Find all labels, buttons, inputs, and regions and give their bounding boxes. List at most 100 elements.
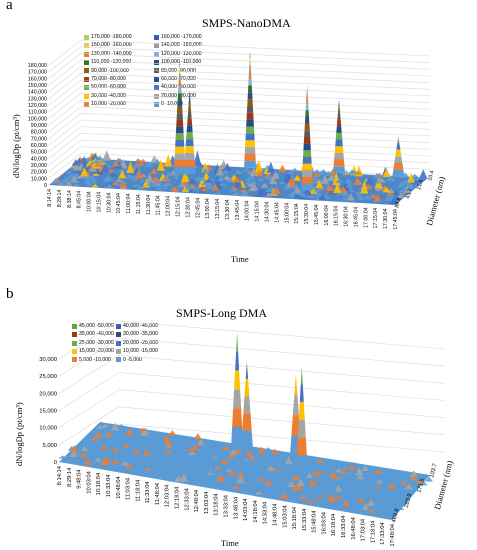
surface-streak [234,448,243,453]
gridline [58,372,446,411]
surface-streak [119,180,128,188]
legend-item: 100,000 -110,000 [154,58,224,66]
surface-streak [419,169,428,179]
surface-streak [162,434,171,442]
surface-streak [198,455,207,460]
gridline [58,389,446,428]
surface-streak [405,483,414,490]
surface-streak [203,483,212,488]
x-tick-label: 14:18:04 [253,499,259,522]
surface-streak [406,183,415,187]
surface-streak [270,472,279,478]
surface-streak [377,177,386,183]
x-tick-label: 15:33:04 [302,508,308,531]
surface-streak [160,458,169,462]
surface-streak [335,177,344,184]
surface-streak [388,480,397,485]
surface-streak [295,483,304,491]
surface-streak [257,477,266,481]
x-tick-label: 12:03:04 [165,484,171,507]
surface-streak [51,178,60,184]
x-tick-label: 8:38:14 [67,190,73,208]
surface-streak [171,186,180,192]
y-tick-label: 160,000 [28,76,47,82]
x-tick-label: 12:48:04 [194,489,200,512]
z-tick-label: 469.8 [391,508,401,524]
surface-streak [234,169,243,174]
surface-streak [373,194,382,202]
x-tick-label: 14:00:04 [245,200,251,221]
legend-item: 60,000 -70,000 [154,75,224,83]
surface-streak [152,461,161,467]
legend-label: 160,000 -170,000 [161,34,202,40]
surface-streak [149,167,158,175]
legend-swatch [154,68,159,74]
x-tick-label: 9:48:04 [77,469,83,489]
x-tick-label: 17:33:04 [380,522,386,545]
surface-streak [242,167,251,172]
legend-item: 30,000 -35,000 [116,330,160,338]
surface-streak [356,506,365,511]
surface-streak [105,183,114,188]
surface-streak [362,195,371,200]
surface-streak [94,457,103,462]
surface-streak [164,440,173,447]
surface-streak [204,443,213,448]
legend-label: 50,000 -60,000 [91,84,126,91]
surface-streak [218,182,227,186]
surface-streak [111,160,120,167]
surface-streak [164,449,173,455]
surface-streak [58,455,67,459]
z-tick-label: 21.5 [416,179,424,191]
surface-streak [91,172,100,176]
surface-streak [119,449,128,453]
x-tick-label: 17:03:04 [361,518,367,541]
surface-streak [213,472,222,477]
surface-streak [295,493,304,498]
legend-label: 130,000 -140,000 [91,50,132,57]
y-tick-label: 170,000 [28,70,47,76]
surface-streak [361,477,370,483]
legend-swatch [154,76,159,82]
legend-swatch [72,348,77,354]
surface-streak [146,454,155,459]
surface-streak [303,185,312,196]
x-tick-label: 12:45:04 [195,198,201,219]
x-tick-label: 10:03:04 [86,470,92,493]
surface-streak [162,468,171,473]
legend-label: 150,000 -160,000 [91,42,132,49]
surface-streak [287,481,296,487]
gridline [48,46,431,72]
gridline [48,79,431,106]
x-tick-label: 13:18:04 [214,493,220,516]
surface-streak [214,191,223,195]
legend-item: 45,000 -50,000 [72,322,116,330]
surface-peak [295,366,308,473]
x-tick-label: 17:30:04 [383,208,389,229]
surface-streak [308,456,317,462]
surface-streak [117,424,126,428]
legend-item: 20,000 -25,000 [116,339,160,347]
surface-streak [223,162,232,171]
surface-streak [271,489,280,495]
surface-streak [236,474,245,484]
x-tick-label: 13:48:04 [233,496,239,519]
surface-streak [355,193,364,198]
surface-streak [208,454,217,460]
panel-b-x-axis-title: Time [221,538,239,548]
x-tick-label: 13:03:04 [204,491,210,514]
legend-item: 15,000 -20,000 [72,347,116,355]
surface-streak [329,490,338,494]
x-tick-label: 8:29:14 [57,190,63,208]
y-tick-label: 10,000 [39,426,57,432]
y-tick-label: 80,000 [31,130,47,136]
x-tick-label: 11:48:04 [155,482,161,505]
surface-streak [296,478,305,487]
x-tick-label: 11:00:04 [126,194,132,214]
panel-a-chart: 010,00020,00030,00040,00050,00060,00070,… [28,39,436,230]
surface-streak [197,450,206,456]
surface-streak [95,463,104,469]
surface-streak [217,483,226,488]
surface-streak [386,190,395,196]
surface-streak [145,161,154,167]
